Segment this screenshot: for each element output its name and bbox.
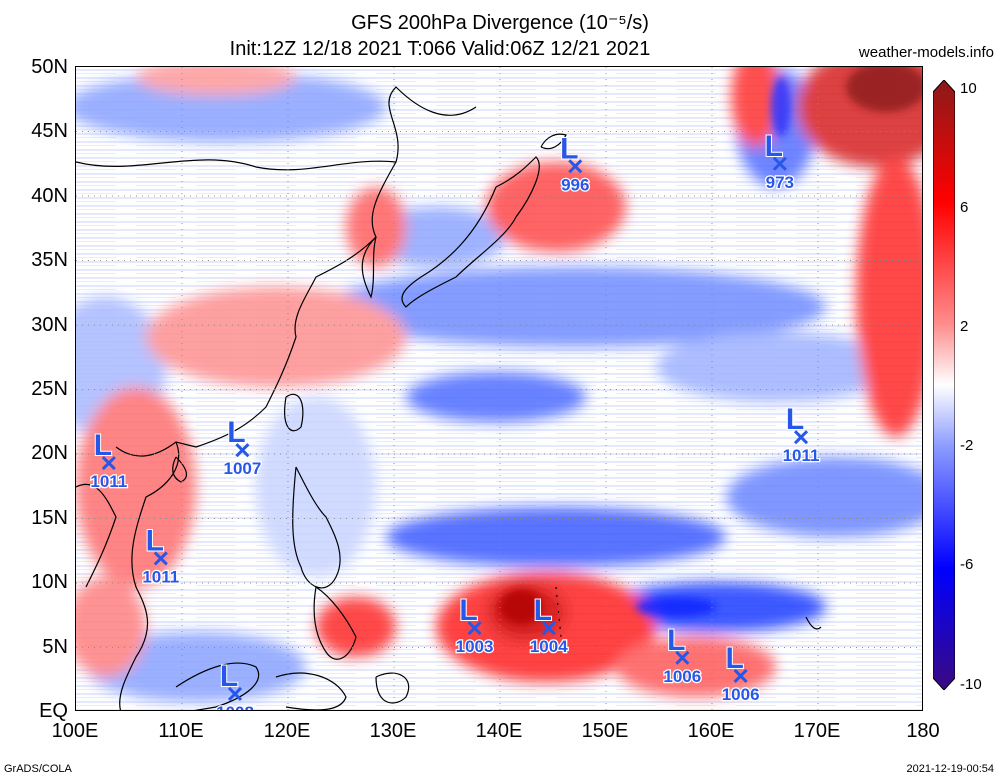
lon-label-120e: 120E [263, 720, 311, 742]
colorbar-svg [932, 79, 956, 691]
lon-label-100e: 100E [51, 720, 99, 742]
lon-label-130e: 130E [369, 720, 417, 742]
low-letter: L [94, 429, 112, 462]
low-marker: L 1011 [781, 402, 820, 466]
low-letter: L [560, 132, 578, 165]
low-marker: L 1011 [141, 523, 180, 587]
colorbar-label-2: 2 [960, 318, 969, 335]
low-center-mark [153, 551, 168, 566]
low-marker: L 1011 [89, 428, 128, 492]
low-pressure-value: 1011 [90, 472, 127, 491]
colorbar-label-6: 6 [960, 199, 969, 216]
lat-label-5n: 5N [42, 636, 68, 658]
low-marker: L 1007 [222, 415, 262, 479]
low-pressure-value: 1006 [722, 685, 760, 704]
low-marker: L 973 [764, 129, 796, 193]
lat-label-25n: 25N [31, 378, 68, 400]
low-pressure-value: 1008 [216, 703, 254, 711]
lat-label-eq: EQ [39, 700, 68, 722]
lon-label-160e: 160E [687, 720, 735, 742]
low-center-mark [568, 159, 583, 174]
chart-subtitle: Init:12Z 12/18 2021 T:066 Valid:06Z 12/2… [229, 38, 651, 60]
lat-label-10n: 10N [31, 571, 68, 593]
colorbar-label-10: 10 [960, 80, 977, 97]
low-pressure-value: 996 [561, 175, 589, 194]
lon-label-150e: 150E [581, 720, 629, 742]
divergence-map: L 996 L 973 L 1011 L 1007 L 1011 L 1011 L 1003 L 1004 L 1… [75, 66, 923, 711]
low-letter: L [459, 594, 477, 627]
low-marker: L 1003 [454, 593, 494, 657]
low-center-mark [235, 443, 250, 458]
low-center-mark [772, 156, 787, 171]
low-marker: L 1006 [720, 641, 760, 705]
low-center-mark [227, 686, 243, 702]
low-pressure-value: 1011 [142, 567, 179, 586]
lat-label-45n: 45N [31, 120, 68, 142]
coastlines [76, 86, 822, 710]
low-center-mark [101, 455, 116, 471]
low-pressure-markers: L 996 L 973 L 1011 L 1007 L 1011 L 1011 L 1003 L 1004 L 1… [89, 129, 821, 711]
divergence-highlights [499, 67, 922, 625]
low-letter: L [725, 642, 743, 675]
footer-timestamp: 2021-12-19-00:54 [906, 763, 994, 775]
low-letter: L [146, 524, 164, 557]
colorbar-label-neg6: -6 [960, 556, 974, 573]
lon-label-140e: 140E [475, 720, 523, 742]
low-letter: L [534, 594, 552, 627]
lon-label-180: 180 [906, 720, 940, 742]
low-letter: L [227, 416, 245, 449]
lat-label-15n: 15N [31, 507, 68, 529]
low-letter: L [765, 130, 783, 163]
lat-label-35n: 35N [31, 249, 68, 271]
low-marker: L 996 [559, 131, 591, 195]
colorbar-label-neg2: -2 [960, 437, 974, 454]
site-name: weather-models.info [858, 44, 994, 61]
low-marker: L 1008 [215, 659, 255, 711]
low-pressure-value: 1004 [530, 637, 568, 656]
low-center-mark [541, 621, 556, 636]
low-pressure-value: 1003 [456, 637, 494, 656]
low-marker: L 1004 [529, 593, 570, 657]
low-center-mark [793, 430, 809, 445]
low-center-mark [675, 650, 690, 665]
colorbar-label-neg10: -10 [960, 676, 982, 693]
lat-label-50n: 50N [31, 56, 68, 78]
low-pressure-value: 1007 [224, 459, 262, 478]
lat-label-30n: 30N [31, 314, 68, 336]
lon-label-170e: 170E [793, 720, 841, 742]
map-canvas: L 996 L 973 L 1011 L 1007 L 1011 L 1011 L 1003 L 1004 L 1… [76, 67, 922, 711]
divergence-field [76, 67, 922, 702]
low-letter: L [220, 660, 238, 693]
low-letter: L [667, 624, 685, 657]
lat-label-40n: 40N [31, 185, 68, 207]
low-marker: L 1006 [662, 623, 702, 687]
low-pressure-value: 1011 [783, 446, 820, 465]
colorbar [932, 79, 956, 691]
chart-title: GFS 200hPa Divergence (10⁻⁵/s) [351, 12, 649, 34]
low-pressure-value: 1006 [663, 667, 701, 686]
lon-label-110e: 110E [158, 720, 204, 742]
low-pressure-value: 973 [766, 173, 794, 192]
low-center-mark [467, 621, 482, 636]
low-letter: L [786, 403, 804, 436]
footer-credit: GrADS/COLA [4, 763, 72, 775]
lat-label-20n: 20N [31, 442, 68, 464]
low-center-mark [733, 668, 748, 683]
